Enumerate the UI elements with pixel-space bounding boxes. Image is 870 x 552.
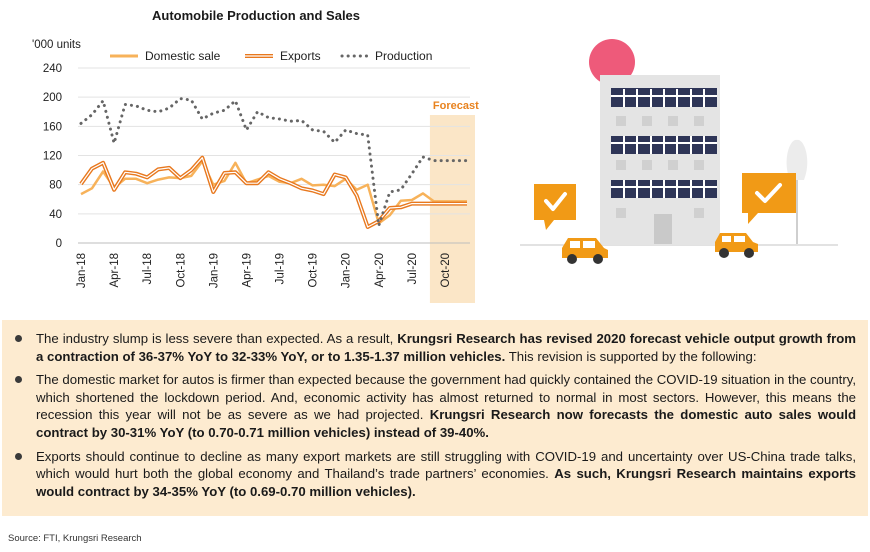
bullet-text: The domestic market for autos is firmer …	[36, 372, 856, 423]
checkmark-icon	[742, 173, 796, 224]
y-tick-label: 160	[43, 121, 62, 133]
x-tick-label: Jul-19	[275, 253, 287, 284]
x-tick-label: Oct-18	[175, 253, 187, 288]
y-tick-label: 200	[43, 92, 62, 104]
x-tick-label: Jul-18	[142, 253, 154, 284]
line-chart: Automobile Production and Sales '000 uni…	[32, 8, 479, 303]
y-axis-label: '000 units	[32, 39, 81, 51]
tree-icon	[786, 139, 808, 244]
x-tick-label: Jan-20	[341, 253, 353, 288]
car-icon	[562, 238, 608, 264]
series-line-domestic-sale	[80, 160, 467, 225]
automotive-illustration	[520, 39, 838, 264]
x-tick-label: Apr-19	[241, 253, 253, 288]
bullet-bold-text: Krungsri Research now forecasts the dome…	[36, 407, 856, 440]
bullet-bold-text: As such, Krungsri Research maintains exp…	[36, 466, 856, 499]
bullet-text: Exports should continue to decline as ma…	[36, 448, 856, 482]
forecast-label: Forecast	[433, 100, 479, 112]
checkmark-icon	[534, 184, 576, 230]
legend-label: Production	[375, 49, 432, 63]
x-tick-label: Oct-20	[440, 253, 452, 288]
bullet-bold-text: Krungsri Research has revised 2020 forec…	[36, 331, 856, 364]
x-tick-label: Jul-20	[407, 253, 419, 284]
x-tick-label: Oct-19	[308, 253, 320, 288]
car-icon	[715, 233, 758, 258]
sun-icon	[589, 39, 635, 85]
x-tick-label: Jan-19	[208, 253, 220, 288]
legend-label: Domestic sale	[145, 49, 221, 63]
series-line-production	[79, 97, 469, 226]
bullet-list: The industry slump is less severe than e…	[12, 330, 856, 500]
legend-label: Exports	[280, 49, 321, 63]
bullet-text: The industry slump is less severe than e…	[36, 331, 398, 346]
series-line-exports	[79, 155, 467, 229]
x-tick-label: Jan-18	[76, 253, 88, 288]
bullet-item: The industry slump is less severe than e…	[12, 330, 856, 365]
chart-title: Automobile Production and Sales	[152, 8, 360, 23]
x-tick-label: Apr-18	[109, 253, 121, 288]
y-tick-label: 40	[49, 209, 62, 221]
summary-panel: The industry slump is less severe than e…	[2, 320, 868, 516]
series-line-exports-core	[80, 157, 467, 228]
source-note: Source: FTI, Krungsri Research	[8, 533, 142, 544]
bullet-item: The domestic market for autos is firmer …	[12, 371, 856, 441]
forecast-region	[429, 115, 475, 303]
y-tick-label: 0	[56, 238, 62, 250]
building-icon	[600, 75, 720, 245]
bullet-text: This revision is supported by the follow…	[505, 348, 757, 364]
y-tick-label: 240	[43, 63, 62, 75]
y-tick-label: 120	[43, 151, 62, 163]
bullet-item: Exports should continue to decline as ma…	[12, 448, 856, 501]
x-tick-label: Apr-20	[374, 253, 386, 288]
y-tick-label: 80	[49, 180, 62, 192]
